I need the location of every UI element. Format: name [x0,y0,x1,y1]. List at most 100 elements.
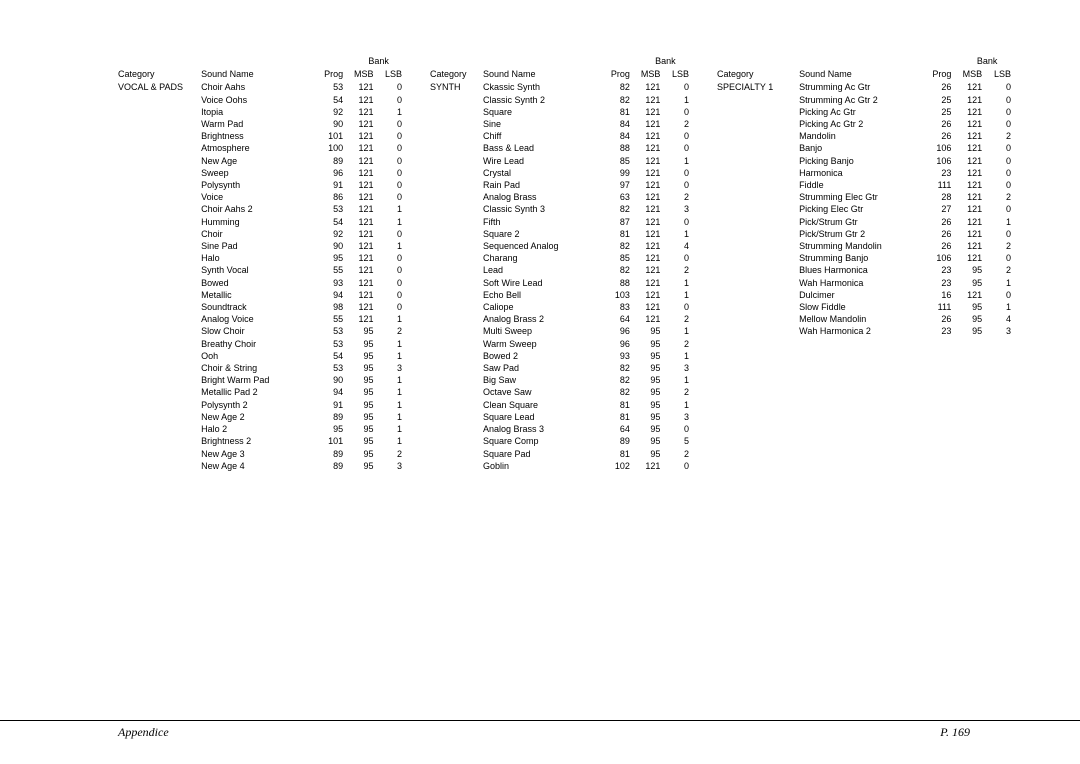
cell-prog: 23 [927,277,958,289]
cell-lsb: 0 [380,252,408,264]
cell-msb: 95 [349,362,379,374]
cell-prog: 82 [605,374,636,386]
cell-category [717,94,799,106]
cell-msb: 121 [636,94,667,106]
cell-sound-name: Classic Synth 3 [483,203,605,215]
cell-lsb: 1 [666,289,695,301]
header-category: Category [430,68,483,81]
cell-sound-name: Analog Brass [483,191,605,203]
table-row: Echo Bell1031211 [430,289,695,301]
table-row: Rain Pad971210 [430,179,695,191]
header-lsb: LSB [666,68,695,81]
cell-msb: 121 [349,252,379,264]
table-row: Atmosphere1001210 [118,142,408,154]
cell-msb: 95 [349,350,379,362]
cell-prog: 86 [319,191,349,203]
table-row: Brightness1011210 [118,130,408,142]
cell-category [118,386,201,398]
table-row: Mandolin261212 [717,130,1017,142]
cell-msb: 121 [957,155,988,167]
cell-msb: 121 [957,118,988,130]
cell-category [118,362,201,374]
cell-prog: 88 [605,277,636,289]
cell-sound-name: New Age 3 [201,448,319,460]
cell-category [717,313,799,325]
cell-lsb: 4 [666,240,695,252]
cell-msb: 121 [636,81,667,93]
table-row: Mellow Mandolin26954 [717,313,1017,325]
cell-category [717,228,799,240]
cell-category [118,94,201,106]
cell-prog: 102 [605,460,636,472]
cell-category [118,118,201,130]
cell-prog: 91 [319,179,349,191]
cell-lsb: 0 [988,106,1017,118]
cell-lsb: 1 [666,399,695,411]
table-row: Breathy Choir53951 [118,338,408,350]
cell-msb: 121 [957,191,988,203]
cell-category [118,252,201,264]
cell-lsb: 0 [988,81,1017,93]
cell-lsb: 2 [666,118,695,130]
cell-prog: 82 [605,94,636,106]
cell-lsb: 0 [666,81,695,93]
cell-sound-name: Brightness 2 [201,435,319,447]
cell-category [430,374,483,386]
footer-left: Appendice [118,725,169,740]
cell-category: VOCAL & PADS [118,81,201,93]
cell-sound-name: Soundtrack [201,301,319,313]
table-row: Voice861210 [118,191,408,203]
cell-prog: 53 [319,81,349,93]
cell-category [118,203,201,215]
cell-category [717,252,799,264]
cell-msb: 121 [636,277,667,289]
table-row: Clean Square81951 [430,399,695,411]
cell-prog: 23 [927,325,958,337]
cell-prog: 25 [927,106,958,118]
table-row: Bass & Lead881210 [430,142,695,154]
cell-msb: 121 [636,228,667,240]
table-row: VOCAL & PADSChoir Aahs531210 [118,81,408,93]
cell-msb: 95 [636,448,667,460]
cell-sound-name: Choir Aahs 2 [201,203,319,215]
cell-sound-name: Sequenced Analog [483,240,605,252]
cell-prog: 26 [927,130,958,142]
cell-prog: 93 [605,350,636,362]
cell-category [430,216,483,228]
cell-prog: 81 [605,399,636,411]
cell-sound-name: Bass & Lead [483,142,605,154]
table-row: Synth Vocal551210 [118,264,408,276]
cell-sound-name: New Age 4 [201,460,319,472]
cell-msb: 121 [957,94,988,106]
cell-category [717,191,799,203]
table-row: Ooh54951 [118,350,408,362]
cell-lsb: 2 [380,448,408,460]
cell-lsb: 0 [666,179,695,191]
cell-lsb: 0 [666,106,695,118]
cell-msb: 121 [349,313,379,325]
cell-prog: 16 [927,289,958,301]
cell-category [118,338,201,350]
header-row: Category Sound Name Prog MSB LSB [717,68,1017,81]
header-sound-name: Sound Name [201,68,319,81]
table-row: Wah Harmonica23951 [717,277,1017,289]
cell-prog: 26 [927,118,958,130]
cell-prog: 90 [319,240,349,252]
table-row: Soundtrack981210 [118,301,408,313]
cell-lsb: 0 [666,130,695,142]
cell-lsb: 3 [666,362,695,374]
cell-prog: 89 [319,460,349,472]
header-category: Category [118,68,201,81]
cell-msb: 95 [349,435,379,447]
cell-sound-name: Slow Choir [201,325,319,337]
table-row: Strumming Banjo1061210 [717,252,1017,264]
cell-msb: 121 [957,240,988,252]
cell-category [118,313,201,325]
cell-lsb: 1 [380,350,408,362]
cell-lsb: 1 [380,374,408,386]
cell-prog: 89 [319,411,349,423]
footer-right: P. 169 [940,725,970,740]
cell-lsb: 1 [666,155,695,167]
cell-prog: 82 [605,264,636,276]
header-msb: MSB [349,68,379,81]
